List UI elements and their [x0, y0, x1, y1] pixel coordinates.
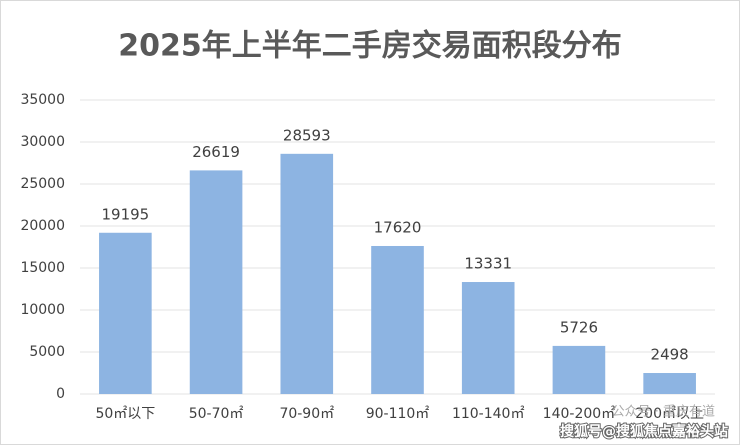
value-label: 19195: [101, 205, 149, 223]
bar: [280, 153, 334, 394]
y-tick-label: 35000: [20, 92, 65, 108]
bar: [189, 170, 243, 394]
chart-title: 2025年上半年二手房交易面积段分布: [118, 29, 622, 64]
bar: [643, 373, 696, 394]
bar: [461, 282, 515, 394]
x-tick-label: 90-110㎡: [366, 406, 430, 422]
y-tick-label: 30000: [20, 134, 65, 150]
bar: [99, 232, 152, 394]
x-tick-label: 110-140㎡: [452, 406, 525, 422]
x-tick-label: 50㎡以下: [95, 406, 155, 422]
value-label: 5726: [560, 318, 598, 336]
bar: [552, 345, 606, 394]
x-tick-label: 140-200㎡: [543, 406, 616, 422]
y-tick-label: 25000: [20, 176, 65, 192]
y-tick-label: 0: [56, 386, 65, 402]
y-tick-label: 10000: [20, 302, 65, 318]
y-tick-label: 15000: [20, 260, 65, 276]
bar: [371, 245, 424, 394]
value-label: 13331: [464, 255, 512, 273]
value-label: 28593: [283, 126, 331, 144]
x-tick-label: 200㎡以上: [635, 406, 704, 422]
value-label: 26619: [192, 143, 240, 161]
watermark: 搜狐号@搜狐焦点嘉裕头站: [560, 423, 728, 440]
y-tick-label: 5000: [29, 344, 65, 360]
watermark: 公众号 · 重庆有道: [612, 404, 715, 420]
y-tick-label: 20000: [20, 218, 65, 234]
x-tick-label: 50-70㎡: [189, 406, 244, 422]
value-label: 17620: [374, 218, 422, 236]
value-label: 2498: [651, 346, 689, 364]
x-tick-label: 70-90㎡: [279, 406, 334, 422]
